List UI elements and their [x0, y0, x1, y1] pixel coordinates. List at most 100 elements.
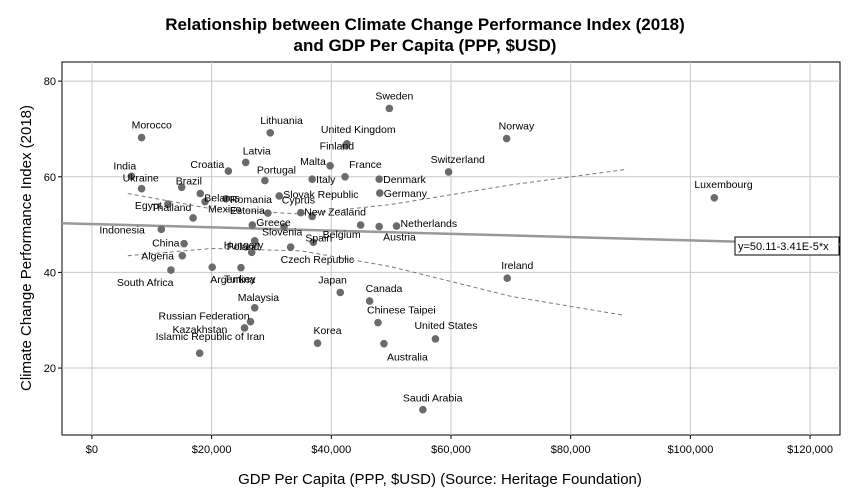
point-label: Islamic Republic of Iran [156, 331, 265, 343]
point-label: Slovenia [262, 227, 302, 239]
point-label: France [349, 159, 382, 171]
fit-line [61, 221, 841, 246]
point-label: Sweden [375, 90, 413, 102]
x-tick-label: $40,000 [311, 444, 351, 456]
point-label: Turkey [224, 274, 256, 286]
data-point [164, 200, 172, 208]
y-tick-label: 40 [44, 267, 56, 279]
data-point [246, 317, 255, 326]
fit-equation-label: y=50.11-3.41E-5*x [738, 241, 829, 253]
point-label: Ireland [501, 260, 533, 272]
x-tick-label: $120,000 [787, 444, 833, 456]
point-label: Argentina [210, 274, 255, 286]
point-label: Hungary [224, 239, 264, 251]
data-point [385, 104, 394, 113]
data-point [375, 189, 384, 197]
data-point [308, 212, 316, 221]
x-tick-label: $80,000 [551, 444, 591, 456]
point-label: Norway [499, 121, 535, 133]
point-label: Malaysia [238, 292, 280, 304]
point-label: Egypt [135, 200, 162, 212]
data-point [280, 222, 288, 231]
data-point [208, 263, 217, 271]
data-point [264, 209, 272, 217]
data-point [275, 192, 284, 200]
data-point [167, 266, 175, 274]
data-point [195, 349, 204, 358]
point-label: Indonesia [99, 224, 145, 236]
point-label: Croatia [190, 159, 224, 171]
data-point [326, 161, 334, 170]
data-point [313, 339, 322, 347]
point-label: Netherlands [401, 218, 458, 230]
data-point [374, 318, 382, 327]
point-label: Portugal [257, 165, 296, 177]
data-point [444, 168, 453, 176]
point-label: Lithuania [260, 115, 303, 127]
point-label: Denmark [383, 174, 426, 186]
data-point [247, 248, 256, 257]
data-point [240, 324, 249, 332]
data-point [309, 238, 318, 247]
point-label: South Africa [117, 277, 174, 289]
data-point [196, 189, 205, 198]
data-point [261, 176, 269, 185]
data-point [341, 172, 349, 181]
data-point [250, 303, 259, 312]
x-tick-label: $0 [86, 444, 98, 456]
point-label: Poland [227, 241, 260, 253]
point-label: Mexico [208, 204, 241, 216]
data-point [392, 222, 401, 230]
point-label: Germany [384, 188, 428, 200]
point-label: Ukraine [123, 173, 159, 185]
confidence-band-upper [127, 169, 625, 215]
chart-title-line-1: Relationship between Climate Change Perf… [165, 15, 685, 34]
data-point [341, 141, 350, 150]
data-point [241, 158, 250, 167]
y-tick-label: 80 [44, 76, 56, 88]
point-label: Kazakhstan [173, 324, 228, 336]
point-label: Algeria [141, 251, 174, 263]
data-point [710, 194, 719, 202]
point-label: New Zealand [304, 206, 366, 218]
point-label: Austria [383, 232, 416, 244]
data-point [296, 208, 305, 217]
point-label: Finland [320, 141, 355, 153]
y-tick-label: 60 [44, 172, 56, 184]
data-point [177, 183, 186, 192]
data-point [502, 134, 511, 143]
point-label: Canada [366, 283, 403, 295]
chart-title: Relationship between Climate Change Perf… [0, 14, 850, 56]
data-point [222, 194, 230, 203]
data-point [178, 251, 187, 260]
point-label: Saudi Arabia [403, 393, 463, 405]
data-point [419, 405, 427, 414]
grid [62, 62, 840, 435]
x-tick-label: $60,000 [431, 444, 471, 456]
x-tick-label: $20,000 [192, 444, 232, 456]
x-tick-label: $100,000 [667, 444, 713, 456]
point-label: United Kingdom [321, 124, 396, 136]
point-label: Malta [300, 156, 326, 168]
point-label: Switzerland [431, 154, 485, 166]
data-point [189, 214, 197, 222]
data-point [127, 172, 136, 181]
data-point [237, 263, 245, 272]
data-point [375, 222, 383, 231]
point-label: India [113, 160, 136, 172]
point-label: Russian Federation [159, 311, 250, 323]
point-label: Romania [230, 194, 272, 206]
x-axis-ticks: $0 $20,000 $40,000 $60,000 $80,000 $100,000 $1… [86, 435, 833, 456]
point-label: Italy [316, 174, 336, 186]
point-label: Brazil [176, 175, 202, 187]
point-label: Latvia [243, 145, 271, 157]
point-labels: Sweden Morocco Lithuania United Kingdom Finl… [99, 90, 753, 404]
data-point [180, 239, 188, 248]
point-label: Chinese Taipei [367, 305, 436, 317]
point-label: Korea [314, 325, 342, 337]
point-label: Thailand [151, 202, 191, 214]
data-point [365, 297, 374, 305]
data-point [137, 184, 146, 193]
data-point [380, 339, 388, 348]
